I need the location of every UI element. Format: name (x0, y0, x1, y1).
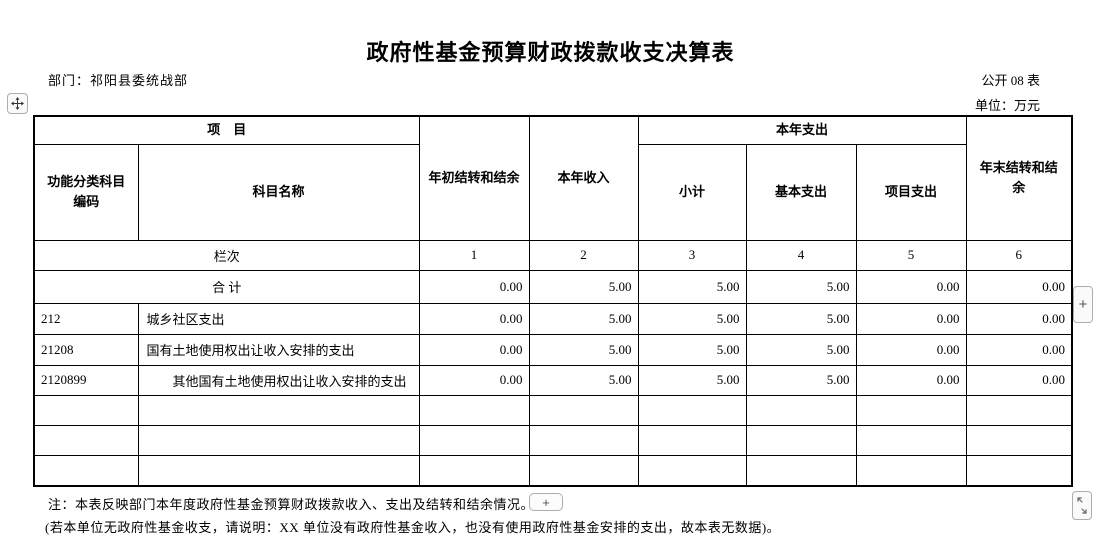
cell-value: 5.00 (528, 269, 639, 304)
column-index-row: 栏次 1 2 3 4 5 6 (33, 239, 1073, 271)
header-subject-name: 科目名称 (137, 143, 420, 241)
column-index-2: 2 (528, 239, 639, 271)
cell-code: 212 (33, 302, 139, 335)
header-closing-balance: 年末结转和结余 (965, 115, 1073, 241)
cell-value (965, 454, 1073, 487)
cell-value: 0.00 (855, 269, 967, 304)
cell-value (855, 454, 967, 487)
note-line-2: (若本单位无政府性基金收支，请说明：XX 单位没有政府性基金收入，也没有使用政府… (45, 520, 781, 535)
table-row-empty (33, 424, 1073, 456)
cell-value: 5.00 (528, 364, 639, 396)
cell-value: 0.00 (855, 302, 967, 335)
cell-value: 0.00 (418, 364, 530, 396)
table-row: 212 城乡社区支出 0.00 5.00 5.00 5.00 0.00 0.00 (33, 302, 1073, 335)
cell-subject-name: 国有土地使用权出让收入安排的支出 (137, 333, 420, 366)
table-row-empty (33, 394, 1073, 426)
budget-table: 项 目 年初结转和结余 本年收入 本年支出 年末结转和结余 功能分类科目编码 科… (33, 115, 1074, 487)
cell-value (855, 424, 967, 456)
cell-value: 5.00 (745, 302, 857, 335)
cell-value: 0.00 (965, 364, 1073, 396)
header-code: 功能分类科目编码 (33, 143, 139, 241)
cell-code (33, 454, 139, 487)
header-current-expense: 本年支出 (637, 115, 967, 145)
column-index-1: 1 (418, 239, 530, 271)
cell-value: 0.00 (418, 333, 530, 366)
column-index-3: 3 (637, 239, 747, 271)
header-row-1: 项 目 年初结转和结余 本年收入 本年支出 年末结转和结余 (33, 115, 1073, 241)
cell-value (637, 394, 747, 426)
plus-icon: + (1078, 296, 1088, 313)
cell-subject-name (137, 394, 420, 426)
cell-value: 0.00 (418, 302, 530, 335)
note-line-1: 注：本表反映部门本年度政府性基金预算财政拨款收入、支出及结转和结余情况。 (48, 497, 535, 512)
column-index-5: 5 (855, 239, 967, 271)
table-row: 2120899 其他国有土地使用权出让收入安排的支出 0.00 5.00 5.0… (33, 364, 1073, 396)
cell-value: 5.00 (637, 333, 747, 366)
move-icon (11, 97, 24, 110)
unit-label: 单位：万元 (974, 98, 1040, 113)
header-row-2: 功能分类科目编码 科目名称 小计 基本支出 项目支出 (33, 143, 1072, 241)
cell-value: 5.00 (745, 364, 857, 396)
table-row: 21208 国有土地使用权出让收入安排的支出 0.00 5.00 5.00 5.… (33, 333, 1073, 366)
add-note-button[interactable]: + (529, 493, 563, 511)
cell-value (965, 394, 1073, 426)
header-project: 项 目 (33, 115, 420, 145)
header-opening-balance: 年初结转和结余 (418, 115, 530, 241)
cell-subject-name (137, 454, 420, 487)
table-row-total: 合 计 0.00 5.00 5.00 5.00 0.00 0.00 (33, 269, 1073, 304)
header-project-expense: 项目支出 (855, 143, 967, 241)
cell-value (637, 424, 747, 456)
cell-value (418, 424, 530, 456)
cell-value (528, 394, 639, 426)
resize-table-button[interactable] (1072, 491, 1092, 520)
table-row-empty (33, 454, 1073, 487)
column-index-label: 栏次 (33, 239, 420, 271)
resize-icon (1077, 497, 1087, 514)
cell-code (33, 424, 139, 456)
cell-value: 0.00 (855, 364, 967, 396)
cell-value (745, 424, 857, 456)
cell-value (528, 424, 639, 456)
cell-value (855, 394, 967, 426)
cell-value (965, 424, 1073, 456)
cell-value: 0.00 (965, 302, 1073, 335)
cell-value: 5.00 (637, 302, 747, 335)
cell-value: 0.00 (855, 333, 967, 366)
cell-subject-name (137, 424, 420, 456)
cell-value (745, 394, 857, 426)
cell-code: 21208 (33, 333, 139, 366)
cell-value (418, 454, 530, 487)
cell-value (745, 454, 857, 487)
move-table-button[interactable] (7, 93, 28, 114)
cell-value: 5.00 (637, 269, 747, 304)
column-index-4: 4 (745, 239, 857, 271)
cell-value (418, 394, 530, 426)
cell-subject-name: 其他国有土地使用权出让收入安排的支出 (137, 364, 420, 396)
header-basic-expense: 基本支出 (745, 143, 857, 241)
cell-subject-name: 城乡社区支出 (137, 302, 420, 335)
header-subtotal: 小计 (637, 143, 747, 241)
add-row-button[interactable]: + (1073, 286, 1093, 323)
cell-value: 0.00 (418, 269, 530, 304)
cell-code (33, 394, 139, 426)
cell-value: 0.00 (965, 269, 1073, 304)
total-label: 合 计 (33, 269, 420, 304)
cell-value: 5.00 (745, 333, 857, 366)
department-label: 部门：祁阳县委统战部 (48, 73, 189, 88)
cell-value: 5.00 (528, 333, 639, 366)
plus-icon: + (542, 494, 550, 510)
cell-value: 5.00 (745, 269, 857, 304)
cell-value: 0.00 (965, 333, 1073, 366)
cell-value: 5.00 (637, 364, 747, 396)
doc-number-label: 公开 08 表 (981, 73, 1040, 88)
cell-value (528, 454, 639, 487)
cell-value (637, 454, 747, 487)
page-title: 政府性基金预算财政拨款收支决算表 (366, 41, 735, 66)
header-current-income: 本年收入 (528, 115, 639, 241)
cell-code: 2120899 (33, 364, 139, 396)
cell-value: 5.00 (528, 302, 639, 335)
column-index-6: 6 (965, 239, 1073, 271)
